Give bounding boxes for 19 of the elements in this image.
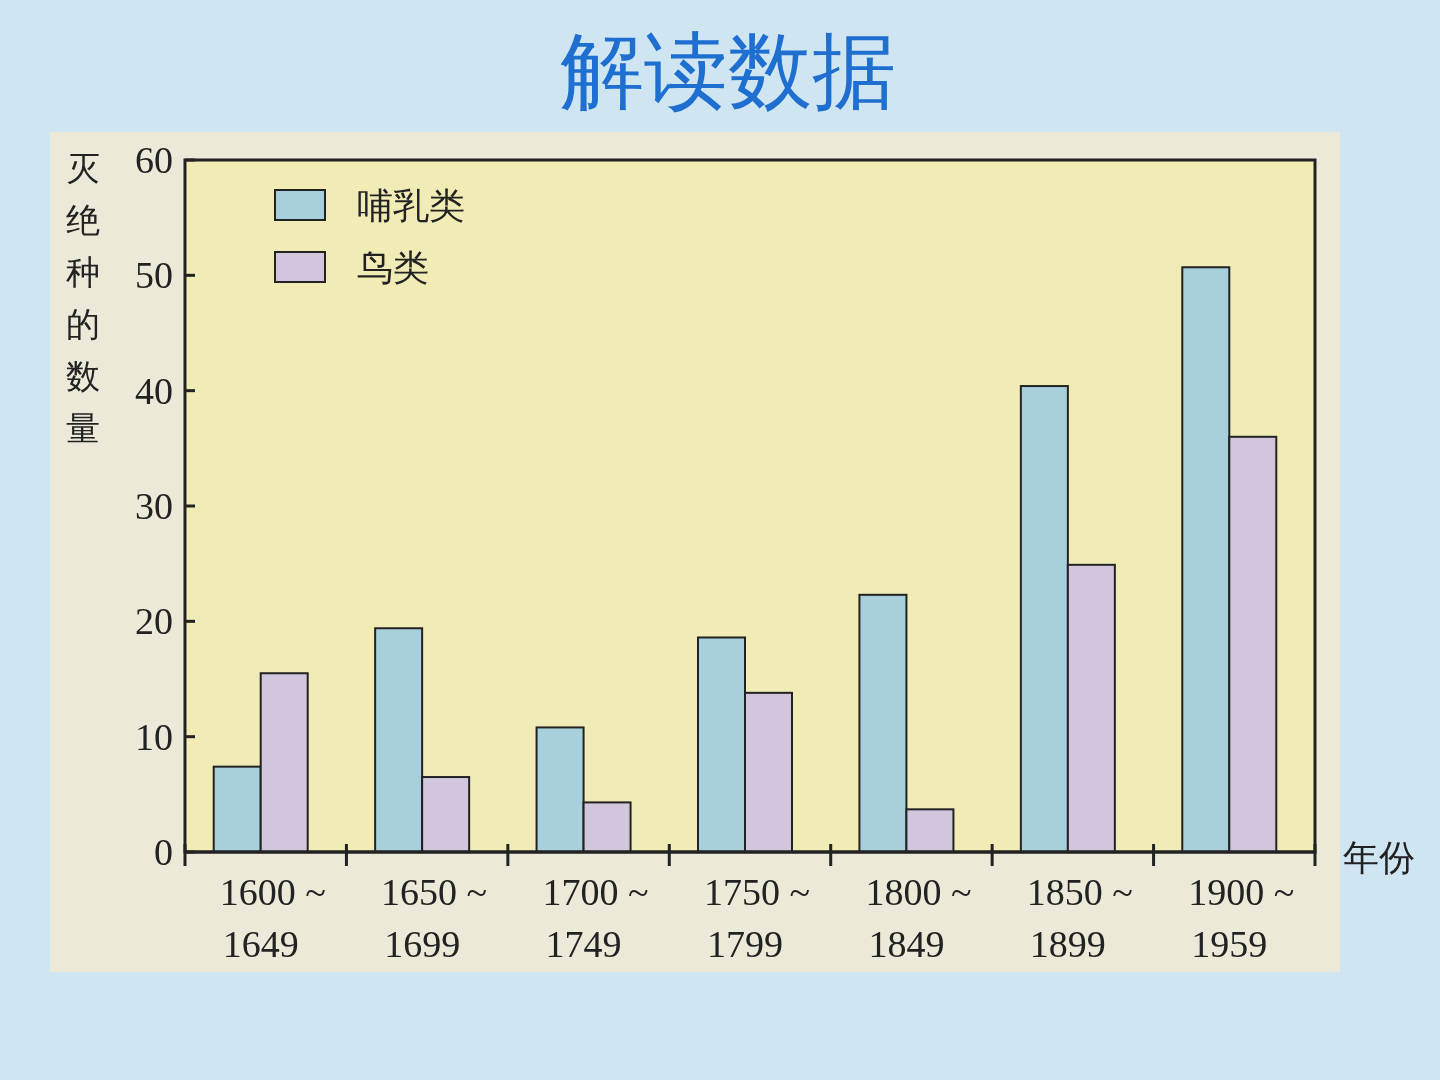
y-tick-label: 50 bbox=[135, 254, 173, 297]
legend-label: 鸟类 bbox=[357, 247, 429, 288]
x-tick-label: 1650 ~ 1699 bbox=[381, 871, 488, 965]
x-tick-label: 1600 ~ 1649 bbox=[219, 871, 326, 965]
y-tick-label: 30 bbox=[135, 485, 173, 527]
x-tick-label: 1900 ~ 1959 bbox=[1188, 871, 1295, 965]
x-tick-label: 1750 ~ 1799 bbox=[703, 871, 811, 965]
legend-label: 哺乳类 bbox=[357, 185, 465, 226]
y-tick-label: 60 bbox=[135, 139, 173, 181]
x-tick-label: 1800 ~ 1849 bbox=[865, 871, 972, 965]
y-tick-label: 0 bbox=[154, 831, 173, 873]
y-tick-label: 40 bbox=[135, 369, 173, 412]
y-axis-title: 灭绝种的数量 bbox=[66, 148, 100, 448]
y-tick-label: 20 bbox=[135, 600, 173, 643]
y-tick-label: 10 bbox=[135, 715, 173, 758]
x-axis-title: 年份 bbox=[1343, 837, 1415, 878]
x-tick-label: 1850 ~ 1899 bbox=[1026, 871, 1133, 965]
chart-title: 解读数据 bbox=[560, 22, 896, 120]
x-tick-label: 1700 ~ 1749 bbox=[542, 871, 649, 965]
